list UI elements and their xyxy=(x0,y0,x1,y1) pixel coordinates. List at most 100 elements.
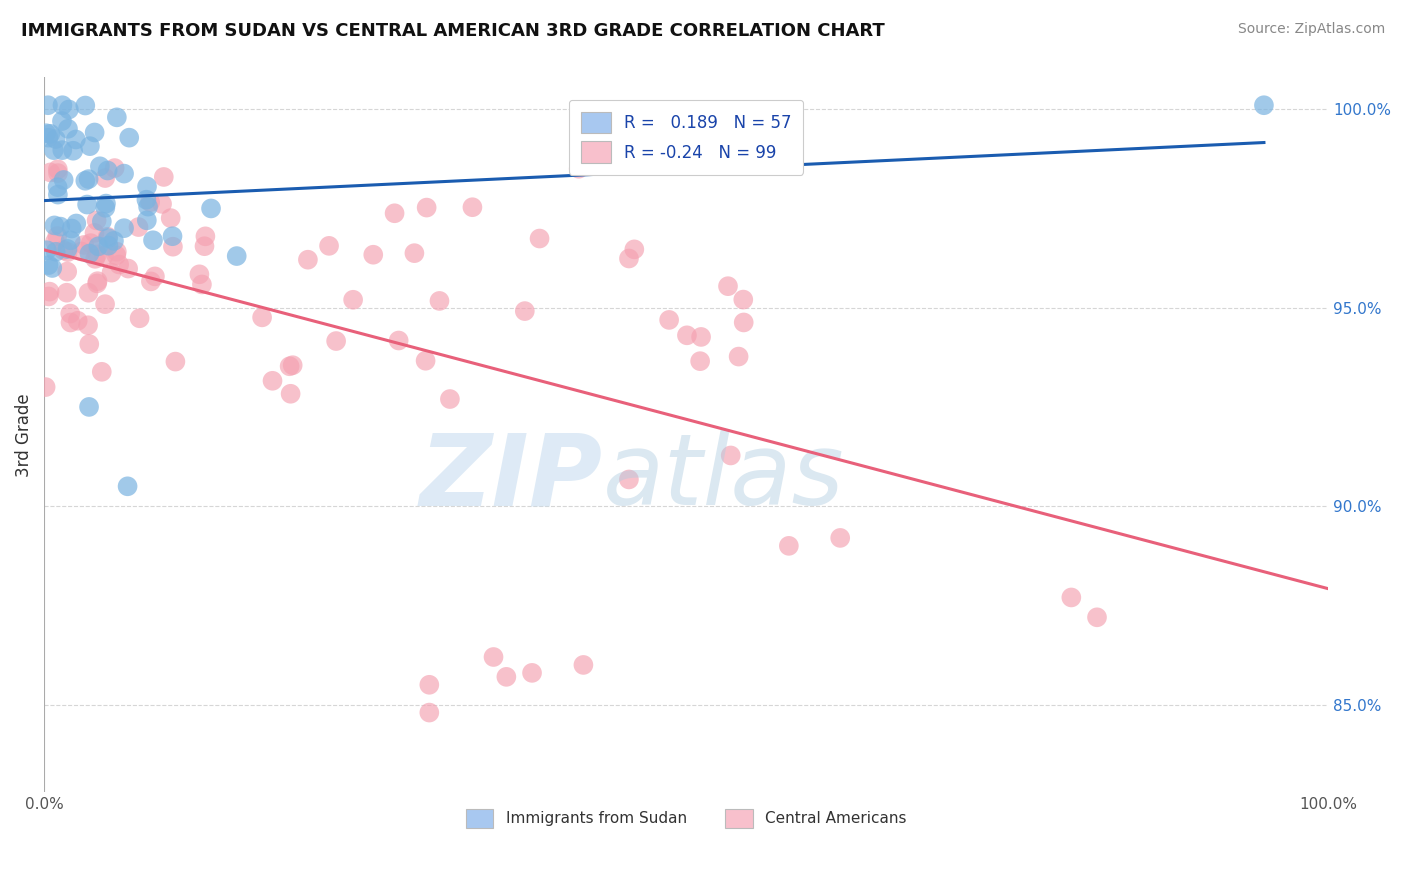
Point xyxy=(86,213,108,227)
Legend: Immigrants from Sudan, Central Americans: Immigrants from Sudan, Central Americans xyxy=(460,803,912,834)
Point xyxy=(79,246,101,260)
Point xyxy=(384,206,406,220)
Point xyxy=(86,247,108,261)
Point xyxy=(572,657,595,672)
Point xyxy=(117,479,139,493)
Point xyxy=(388,334,411,348)
Point xyxy=(38,289,60,303)
Point xyxy=(429,293,451,308)
Point xyxy=(65,217,87,231)
Point xyxy=(297,252,319,267)
Point xyxy=(42,143,65,157)
Point xyxy=(690,330,713,344)
Point xyxy=(439,392,461,406)
Point xyxy=(415,353,437,368)
Point xyxy=(35,126,58,140)
Point xyxy=(39,127,62,141)
Point xyxy=(188,268,211,282)
Point xyxy=(90,214,112,228)
Point xyxy=(97,163,120,178)
Point xyxy=(727,350,749,364)
Point xyxy=(778,539,800,553)
Point xyxy=(52,243,75,257)
Point xyxy=(46,229,69,244)
Point xyxy=(105,248,128,262)
Point xyxy=(159,211,181,225)
Point xyxy=(41,260,63,275)
Point xyxy=(225,249,247,263)
Y-axis label: 3rd Grade: 3rd Grade xyxy=(15,392,32,476)
Point xyxy=(112,167,135,181)
Point xyxy=(461,200,484,214)
Point xyxy=(52,173,75,187)
Point xyxy=(97,231,120,245)
Point xyxy=(51,143,73,157)
Point xyxy=(75,98,97,112)
Point xyxy=(94,171,117,186)
Point xyxy=(250,310,273,325)
Point xyxy=(495,670,517,684)
Point xyxy=(415,201,437,215)
Point xyxy=(73,238,96,252)
Point xyxy=(568,161,591,176)
Point xyxy=(39,165,62,179)
Point xyxy=(418,678,440,692)
Point xyxy=(86,277,108,291)
Point xyxy=(717,279,740,293)
Point xyxy=(35,244,58,258)
Point xyxy=(135,213,157,227)
Point xyxy=(136,200,159,214)
Point xyxy=(77,318,100,333)
Point xyxy=(38,285,60,299)
Point xyxy=(689,354,711,368)
Point xyxy=(56,121,79,136)
Point xyxy=(617,472,640,486)
Point xyxy=(143,269,166,284)
Point xyxy=(105,111,128,125)
Point xyxy=(94,201,117,215)
Point xyxy=(200,202,222,216)
Point xyxy=(325,334,347,348)
Point xyxy=(136,179,159,194)
Point xyxy=(56,264,79,278)
Point xyxy=(280,386,302,401)
Point xyxy=(135,193,157,207)
Point xyxy=(66,314,89,328)
Point xyxy=(45,132,67,146)
Point xyxy=(342,293,364,307)
Point xyxy=(70,244,93,259)
Point xyxy=(59,233,82,247)
Text: IMMIGRANTS FROM SUDAN VS CENTRAL AMERICAN 3RD GRADE CORRELATION CHART: IMMIGRANTS FROM SUDAN VS CENTRAL AMERICA… xyxy=(21,22,884,40)
Point xyxy=(128,311,150,326)
Point xyxy=(46,180,69,194)
Point xyxy=(56,242,79,256)
Point xyxy=(76,197,98,211)
Point xyxy=(83,126,105,140)
Point xyxy=(720,449,742,463)
Point xyxy=(44,219,66,233)
Point xyxy=(79,139,101,153)
Point xyxy=(59,316,82,330)
Point xyxy=(56,245,79,260)
Point xyxy=(34,380,56,394)
Point xyxy=(87,239,110,253)
Point xyxy=(80,236,103,251)
Point xyxy=(77,400,100,414)
Point xyxy=(97,229,120,244)
Point xyxy=(51,114,73,128)
Point xyxy=(51,98,73,112)
Point xyxy=(281,358,304,372)
Point xyxy=(84,252,107,266)
Point xyxy=(104,161,127,175)
Point xyxy=(658,313,681,327)
Point xyxy=(361,248,384,262)
Text: ZIP: ZIP xyxy=(419,429,603,526)
Point xyxy=(1253,98,1275,112)
Point xyxy=(139,195,162,210)
Point xyxy=(1085,610,1108,624)
Point xyxy=(117,261,139,276)
Point xyxy=(676,328,699,343)
Point xyxy=(60,221,83,235)
Point xyxy=(529,231,551,245)
Point xyxy=(278,359,301,374)
